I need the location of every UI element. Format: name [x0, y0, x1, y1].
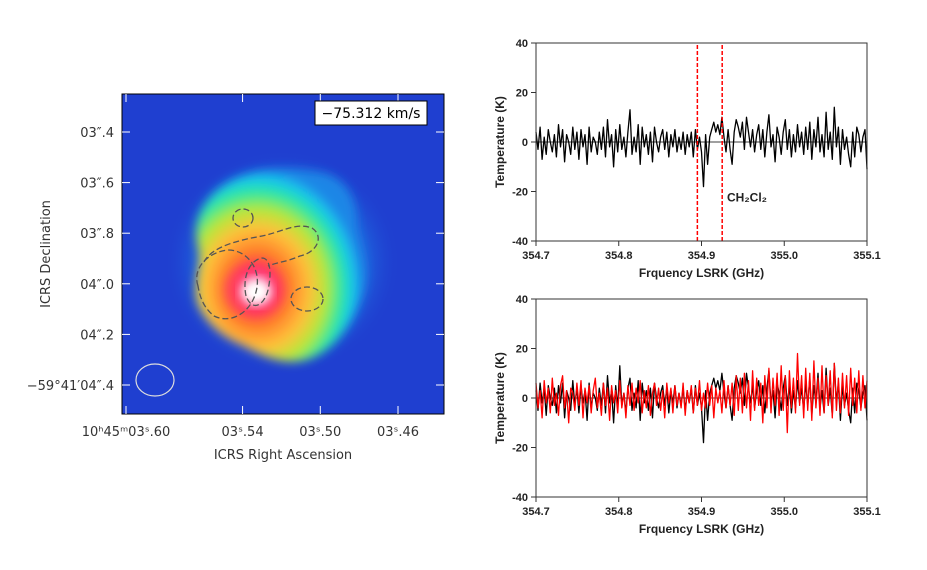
map-ylabel: ICRS Declination [39, 200, 54, 308]
ytick-label: -20 [512, 187, 528, 199]
series-line [535, 106, 868, 188]
emission-blob [195, 169, 366, 362]
intensity-map: 03″.4 03″.6 03″.8 04″.0 04″.2 −59°41′04″.4 10ʰ… [27, 93, 445, 463]
velocity-box [314, 100, 428, 126]
map-ytick-label: 04″.2 [80, 328, 114, 343]
contour [290, 286, 324, 312]
contour [232, 208, 254, 228]
annotation-label: CH₂Cl₂ [727, 190, 767, 204]
x-axis-label: Frquency LSRK (GHz) [639, 266, 764, 280]
xtick-label: 354.9 [688, 250, 716, 262]
xtick-label: 354.9 [688, 506, 716, 518]
ytick-label: 0 [522, 137, 528, 149]
xtick-label: 355.1 [853, 250, 881, 262]
map-ytick-label: 03″.4 [80, 126, 114, 141]
xtick-label: 354.8 [605, 250, 633, 262]
map-xlabel: ICRS Right Ascension [214, 448, 352, 463]
ytick-label: -20 [512, 443, 528, 455]
xtick-label: 354.7 [522, 250, 550, 262]
y-axis-label: Temperature (K) [493, 352, 507, 444]
xtick-label: 355.1 [853, 506, 881, 518]
xtick-label: 355.0 [770, 250, 798, 262]
spectrum-top: -40 -20 0 20 40 354.7 354.8 354.9 355.0 355.1 Frqu… [493, 38, 881, 280]
map-frame [121, 93, 445, 415]
x-axis-label: Frquency LSRK (GHz) [639, 522, 764, 536]
ytick-label: 0 [522, 393, 528, 405]
map-xtick-label: 03ˢ.50 [299, 425, 341, 440]
xtick-label: 354.8 [605, 506, 633, 518]
velocity-label: −75.312 km/s [322, 106, 421, 122]
map-ytick-label: 03″.6 [80, 177, 114, 192]
map-ytick-label: 04″.0 [80, 278, 114, 293]
xtick-label: 354.7 [522, 506, 550, 518]
ytick-label: 20 [516, 88, 528, 100]
contour [196, 249, 258, 320]
ytick-label: -40 [512, 236, 528, 248]
map-ytick-label: −59°41′04″.4 [27, 379, 114, 394]
ytick-label: 40 [516, 294, 528, 306]
map-xtick-label: 03ˢ.46 [377, 425, 419, 440]
ytick-label: -40 [512, 492, 528, 504]
map-ytick-label: 03″.8 [80, 227, 114, 242]
dashed-contours [196, 208, 324, 320]
map-xtick-label: 10ʰ45ᵐ03ˢ.60 [82, 425, 171, 440]
series-line [535, 352, 868, 434]
ytick-label: 40 [516, 38, 528, 50]
ytick-label: 20 [516, 344, 528, 356]
xtick-label: 355.0 [770, 506, 798, 518]
y-axis-label: Temperature (K) [493, 96, 507, 188]
map-xtick-label: 03ˢ.54 [222, 425, 264, 440]
spectrum-bottom: -40 -20 0 20 40 354.7 354.8 354.9 355.0 355.1 Frqu… [493, 294, 881, 536]
contour [203, 225, 319, 267]
contour [244, 257, 271, 306]
beam-ellipse [135, 363, 175, 397]
